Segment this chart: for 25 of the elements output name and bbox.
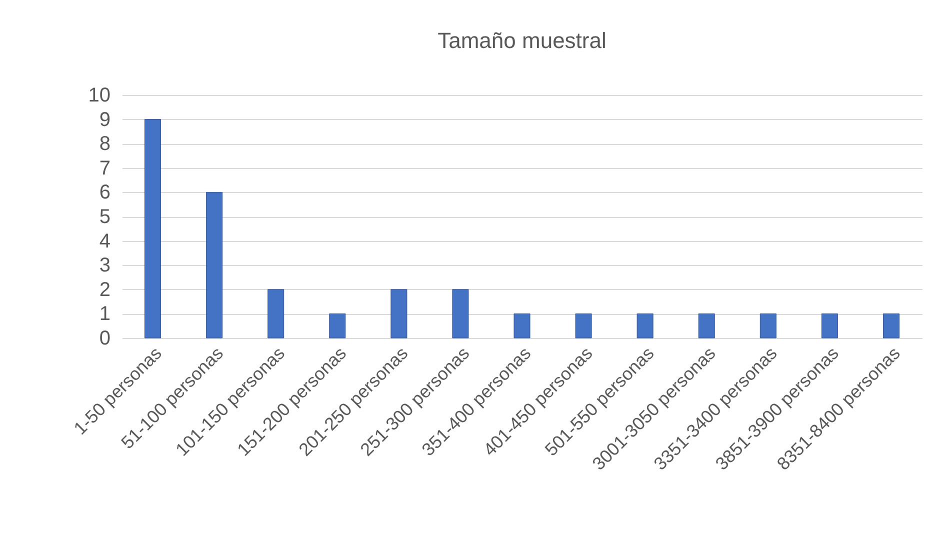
y-tick-label: 5 (99, 206, 110, 228)
bar (206, 192, 223, 338)
y-tick-label: 7 (99, 157, 110, 180)
y-tick-label: 9 (99, 108, 110, 131)
bar (882, 313, 900, 338)
y-tick-label: 1 (99, 303, 110, 326)
y-tick-label: 8 (99, 133, 110, 156)
bar (268, 289, 284, 338)
y-tick-label: 6 (99, 182, 110, 204)
y-tick-label: 0 (99, 328, 110, 350)
bar (575, 313, 592, 338)
bar (698, 313, 715, 338)
bar (821, 313, 838, 338)
bar (760, 313, 776, 338)
bar (452, 289, 469, 338)
bar (144, 119, 162, 338)
y-tick-label: 3 (99, 254, 110, 277)
bar (514, 313, 530, 338)
bar (329, 313, 346, 338)
chart-title: Tamaño muestral (438, 28, 606, 53)
bar (636, 313, 654, 338)
bar (390, 289, 408, 338)
y-tick-label: 10 (88, 84, 110, 106)
y-tick-label: 2 (99, 278, 110, 301)
y-tick-label: 4 (99, 230, 110, 252)
